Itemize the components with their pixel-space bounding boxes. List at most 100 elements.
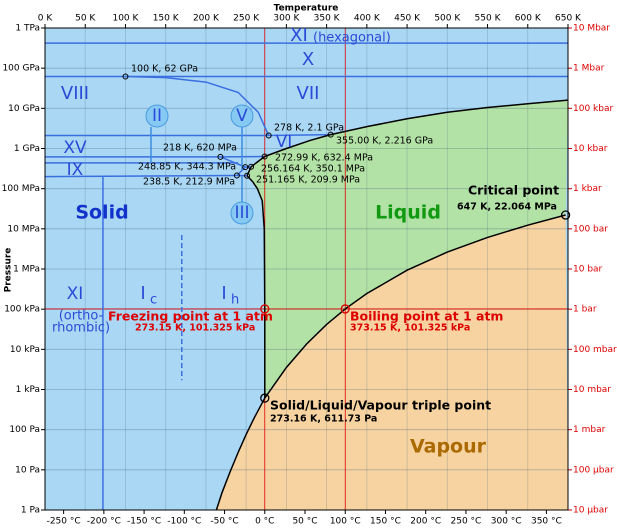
- point-title: Boiling point at 1 atm: [350, 309, 503, 324]
- point-label: 248.85 K, 344.3 MPa: [138, 162, 236, 173]
- y2-tick-label: 10 µbar: [573, 506, 608, 516]
- point: [260, 393, 270, 403]
- ice-label: I: [140, 283, 145, 304]
- y-tick-label: 100 kPa: [4, 305, 40, 315]
- point: [244, 172, 251, 179]
- phase-boundary: [330, 99, 569, 136]
- point-label: 272.99 K, 632.4 MPa: [275, 153, 373, 164]
- ice-label: c: [150, 293, 157, 308]
- x2-tick-label: 50 °C: [292, 517, 317, 527]
- ice-label: (hexagonal): [313, 31, 391, 46]
- x2-tick-label: -100 °C: [167, 517, 201, 527]
- point: [560, 210, 571, 220]
- callout-circle: [145, 104, 169, 128]
- ice-label: II: [152, 106, 162, 126]
- point-label: 273.16 K, 611.73 Pa: [270, 414, 377, 425]
- x-tick-label: 500 K: [434, 14, 461, 24]
- y2-tick-label: 10 Mbar: [573, 24, 610, 34]
- ice-label: (ortho-: [59, 309, 104, 324]
- ice-label: III: [234, 203, 249, 223]
- y-tick-label: 100 GPa: [2, 64, 40, 74]
- point: [261, 153, 268, 160]
- x2-tick-label: 250 °C: [451, 517, 482, 527]
- y2-tick-label: 1 Mbar: [573, 64, 605, 74]
- solid-boundary: [236, 166, 246, 177]
- solid-boundary: [220, 156, 246, 168]
- x2-tick-label: 150 °C: [370, 517, 401, 527]
- y-tick-label: 100 Pa: [9, 425, 40, 435]
- y-axis-title: Pressure: [4, 248, 14, 293]
- x2-tick-label: 0 °C: [255, 517, 274, 527]
- y2-tick-label: 100 mbar: [573, 345, 617, 355]
- x-tick-label: 150 K: [153, 14, 180, 24]
- y-tick-label: 10 kPa: [10, 345, 40, 355]
- x-tick-label: 650 K: [555, 14, 582, 24]
- x2-tick-label: 350 °C: [531, 517, 562, 527]
- x2-tick-label: -50 °C: [210, 517, 238, 527]
- ice-label: VIII: [61, 83, 89, 104]
- point: [260, 304, 270, 314]
- x-tick-label: 50 K: [75, 14, 96, 24]
- x2-tick-label: 300 °C: [491, 517, 522, 527]
- point-label: 100 K, 62 GPa: [131, 64, 198, 75]
- x-tick-label: 400 K: [354, 14, 381, 24]
- y2-tick-label: 10 kbar: [573, 144, 608, 154]
- x2-tick-label: -150 °C: [127, 517, 161, 527]
- y-tick-label: 1 Pa: [21, 506, 40, 516]
- x-tick-label: 550 K: [475, 14, 502, 24]
- phase-label: Liquid: [375, 202, 441, 224]
- point: [340, 304, 350, 314]
- x-tick-label: 350 K: [314, 14, 341, 24]
- ice-label: I: [221, 283, 226, 304]
- x2-tick-label: 100 °C: [330, 517, 361, 527]
- solid-boundary: [44, 174, 237, 178]
- point-title: Critical point: [468, 183, 559, 198]
- y-tick-label: 10 Pa: [15, 465, 40, 475]
- point-label: 278 K, 2.1 GPa: [274, 123, 344, 134]
- y2-tick-label: 100 kbar: [573, 104, 613, 114]
- y-tick-label: 1 kPa: [16, 385, 40, 395]
- solid-boundary: [268, 133, 331, 137]
- point: [248, 163, 255, 170]
- point-label: 251.165 K, 209.9 MPa: [256, 175, 360, 186]
- y2-tick-label: 100 bar: [573, 224, 608, 234]
- ice-label: XI: [67, 284, 84, 304]
- point-label: 256.164 K, 350.1 MPa: [261, 164, 365, 175]
- point: [233, 172, 240, 179]
- point-label: 238.5 K, 212.9 MPa: [143, 177, 235, 188]
- ice-label: XV: [63, 138, 87, 158]
- ice-label: V: [236, 106, 248, 126]
- y-tick-label: 10 GPa: [8, 104, 40, 114]
- x-tick-label: 450 K: [394, 14, 421, 24]
- y2-tick-label: 1 bar: [573, 305, 597, 315]
- ice-label: h: [231, 293, 239, 308]
- point: [122, 73, 129, 80]
- ice-label: rhombic): [52, 321, 110, 336]
- phase-boundary: [246, 166, 252, 177]
- y2-tick-label: 1 mbar: [573, 425, 606, 435]
- point-label: 355.00 K, 2.216 GPa: [336, 136, 433, 147]
- point: [242, 164, 249, 171]
- labels: 0 K 50 K 100 K 150 K 200 K 250 K 300 K 350 K 400…: [2, 14, 617, 527]
- phase-boundary: [264, 133, 331, 158]
- callout-circle: [230, 104, 254, 128]
- point-label: 373.15 K, 101.325 kPa: [350, 323, 470, 334]
- y2-tick-label: 1 kbar: [573, 184, 602, 194]
- phase-boundary: [215, 397, 266, 511]
- ice-label: XI: [290, 25, 308, 46]
- ice-label: VII: [297, 83, 320, 104]
- x-axis-title: Temperature: [274, 4, 339, 14]
- phase-label: Solid: [75, 202, 128, 224]
- y2-tick-label: 100 µbar: [573, 465, 614, 475]
- point-title: Freezing point at 1 atm: [108, 309, 273, 324]
- y2-tick-label: 10 bar: [573, 265, 603, 275]
- point: [217, 153, 224, 160]
- point-label: 218 K, 620 MPa: [163, 143, 237, 154]
- ice-label: X: [302, 49, 314, 70]
- x2-tick-label: -250 °C: [47, 517, 81, 527]
- phase-boundary: [246, 175, 266, 399]
- ice-label: VI: [276, 132, 293, 152]
- point-label: 647 K, 22.064 MPa: [457, 202, 557, 213]
- x2-tick-label: 200 °C: [410, 517, 441, 527]
